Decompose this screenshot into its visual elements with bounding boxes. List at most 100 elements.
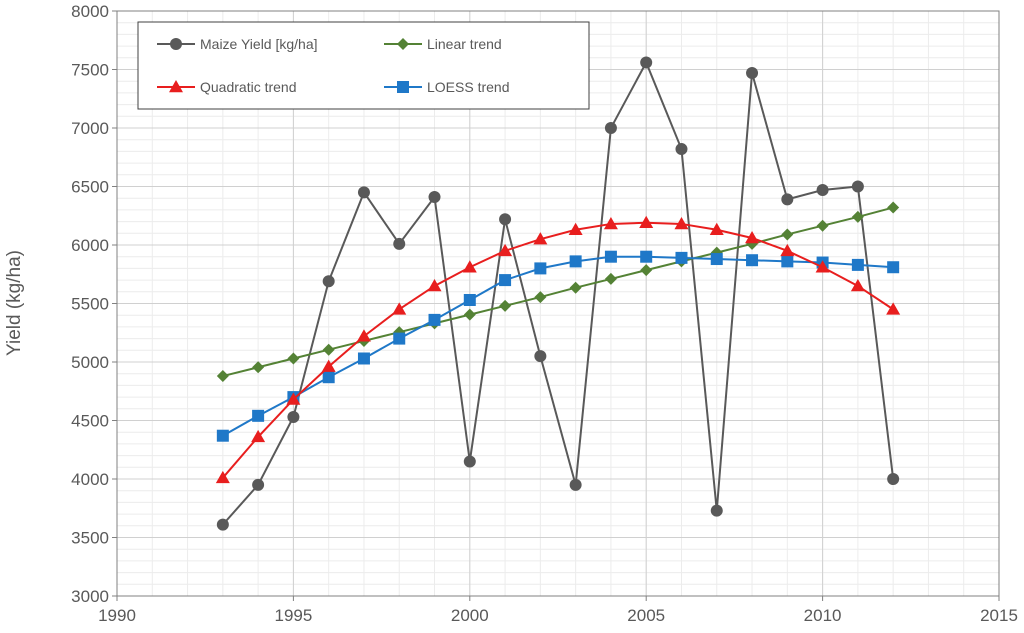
data-point: [499, 299, 512, 312]
data-point: [745, 230, 760, 244]
data-point: [850, 278, 865, 292]
x-tick-label: 2005: [627, 606, 665, 625]
y-tick-label: 5000: [71, 353, 109, 372]
data-point: [534, 350, 547, 363]
data-point: [746, 67, 759, 80]
x-tick-label: 1995: [274, 606, 312, 625]
data-point: [886, 302, 901, 315]
data-point: [675, 251, 688, 264]
data-point: [709, 222, 724, 236]
data-point: [393, 332, 406, 345]
x-tick-label: 1990: [98, 606, 136, 625]
data-point: [287, 352, 300, 365]
legend-marker: [397, 81, 409, 93]
data-point: [322, 275, 335, 288]
legend-label: Maize Yield [kg/ha]: [200, 36, 318, 52]
legend-label: LOESS trend: [427, 79, 510, 95]
data-point: [781, 228, 794, 241]
data-point: [815, 260, 830, 273]
data-point: [427, 278, 442, 292]
data-point: [568, 222, 583, 236]
series-line: [222, 206, 894, 378]
series-triangle: [215, 215, 901, 484]
data-point: [216, 518, 229, 531]
y-axis: 3000 3500 4000 4500 5000 5500 6000 6500 7000 7500…: [71, 2, 117, 606]
y-tick-label: 7500: [71, 61, 109, 80]
x-tick-label: 2000: [451, 606, 489, 625]
data-point: [887, 473, 900, 485]
data-point: [322, 343, 335, 356]
data-point: [428, 313, 441, 326]
data-point: [674, 216, 689, 230]
data-point: [604, 272, 617, 285]
data-point: [781, 193, 794, 206]
data-point: [428, 191, 441, 204]
y-tick-label: 3500: [71, 529, 109, 548]
legend-label: Quadratic trend: [200, 79, 297, 95]
data-point: [252, 409, 265, 422]
data-point: [851, 258, 864, 271]
legend-marker: [170, 38, 182, 50]
series-diamond: [216, 201, 900, 383]
series-line: [222, 60, 895, 526]
data-point: [710, 504, 723, 517]
y-tick-label: 7000: [71, 119, 109, 138]
data-point: [710, 253, 723, 266]
data-point: [357, 352, 370, 365]
data-point: [499, 274, 512, 287]
data-point: [640, 56, 653, 69]
legend-item: Quadratic trend: [157, 79, 297, 95]
data-point: [887, 261, 900, 274]
data-point: [569, 255, 582, 268]
data-point: [534, 291, 547, 304]
data-point: [463, 455, 476, 468]
y-axis-title: Yield (kg/ha): [4, 250, 25, 356]
data-point: [851, 180, 864, 193]
data-point: [287, 410, 300, 423]
legend-box: [137, 21, 590, 110]
legend-marker: [169, 80, 183, 93]
data-point: [851, 210, 864, 223]
y-tick-label: 3000: [71, 587, 109, 606]
data-point: [216, 370, 229, 383]
legend-marker: [397, 38, 409, 50]
data-point: [321, 359, 336, 372]
data-point: [462, 260, 477, 273]
x-tick-label: 2015: [980, 606, 1018, 625]
y-tick-label: 6500: [71, 178, 109, 197]
data-point: [604, 122, 617, 134]
data-point: [357, 186, 370, 199]
series-layer: [215, 56, 901, 531]
y-tick-label: 5500: [71, 295, 109, 314]
data-point: [498, 243, 513, 257]
x-axis: 1990 1995 2000 2005 2010 2015: [98, 596, 1018, 625]
data-point: [603, 216, 618, 230]
data-point: [710, 246, 723, 259]
series-circle: [216, 56, 900, 531]
legend-item: Linear trend: [384, 36, 502, 52]
y-tick-label: 4500: [71, 412, 109, 431]
data-point: [463, 293, 476, 306]
data-point: [499, 213, 512, 226]
data-point: [216, 429, 229, 442]
data-point: [533, 232, 548, 245]
x-tick-label: 2010: [804, 606, 842, 625]
data-point: [393, 237, 406, 250]
data-point: [675, 143, 688, 156]
legend-label: Linear trend: [427, 36, 502, 52]
data-point: [534, 262, 547, 275]
series-line: [222, 221, 894, 479]
data-point: [746, 254, 759, 267]
data-point: [816, 219, 829, 232]
data-point: [252, 478, 265, 491]
legend: Maize Yield [kg/ha] Linear trend Quadratic…: [137, 21, 590, 110]
data-point: [322, 371, 335, 384]
data-point: [604, 250, 617, 263]
data-point: [252, 361, 265, 374]
data-point: [781, 255, 794, 268]
y-tick-label: 6000: [71, 236, 109, 255]
data-point: [251, 429, 266, 443]
data-point: [639, 215, 654, 229]
data-point: [640, 250, 653, 263]
